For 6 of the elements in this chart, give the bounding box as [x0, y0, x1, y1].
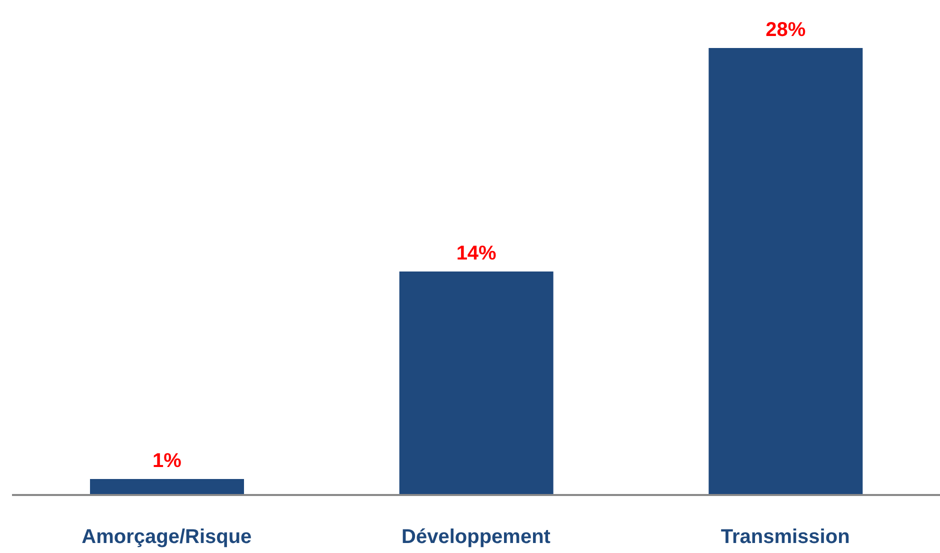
- data-label: 28%: [766, 19, 806, 41]
- x-tick-label: Développement: [402, 526, 551, 548]
- x-tick-label: Transmission: [720, 526, 850, 548]
- x-tick-label: Amorçage/Risque: [82, 526, 252, 548]
- data-label: 1%: [152, 450, 182, 472]
- data-label: 14%: [456, 242, 497, 264]
